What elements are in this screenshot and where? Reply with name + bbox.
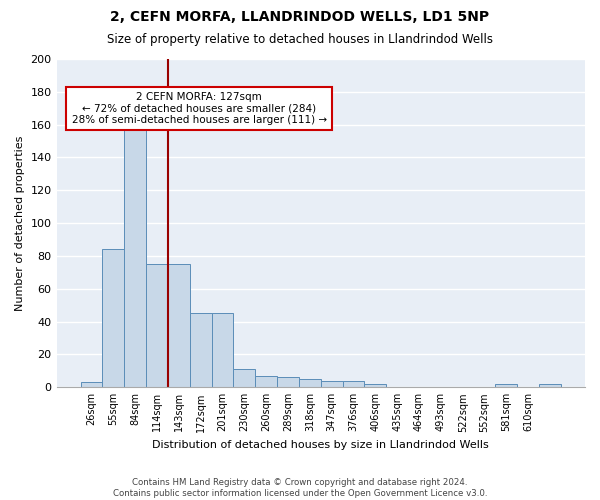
Bar: [146, 264, 168, 388]
Bar: [80, 382, 103, 388]
Bar: [124, 116, 146, 388]
Bar: [277, 378, 299, 388]
Bar: [343, 380, 364, 388]
Bar: [364, 384, 386, 388]
Text: Contains HM Land Registry data © Crown copyright and database right 2024.
Contai: Contains HM Land Registry data © Crown c…: [113, 478, 487, 498]
Bar: [496, 384, 517, 388]
Bar: [212, 314, 233, 388]
Y-axis label: Number of detached properties: Number of detached properties: [15, 136, 25, 311]
Bar: [299, 379, 321, 388]
Bar: [233, 369, 255, 388]
X-axis label: Distribution of detached houses by size in Llandrindod Wells: Distribution of detached houses by size …: [152, 440, 489, 450]
Bar: [321, 380, 343, 388]
Text: 2 CEFN MORFA: 127sqm
← 72% of detached houses are smaller (284)
28% of semi-deta: 2 CEFN MORFA: 127sqm ← 72% of detached h…: [71, 92, 327, 125]
Bar: [103, 250, 124, 388]
Text: Size of property relative to detached houses in Llandrindod Wells: Size of property relative to detached ho…: [107, 32, 493, 46]
Bar: [539, 384, 561, 388]
Bar: [255, 376, 277, 388]
Bar: [190, 314, 212, 388]
Text: 2, CEFN MORFA, LLANDRINDOD WELLS, LD1 5NP: 2, CEFN MORFA, LLANDRINDOD WELLS, LD1 5N…: [110, 10, 490, 24]
Bar: [168, 264, 190, 388]
